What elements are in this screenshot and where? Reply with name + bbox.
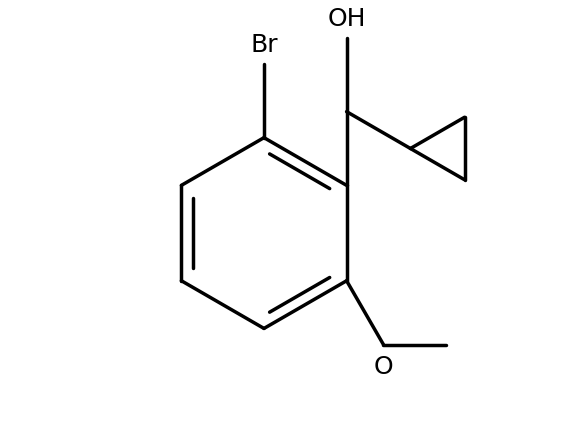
Text: OH: OH bbox=[327, 7, 366, 31]
Text: Br: Br bbox=[250, 33, 278, 57]
Text: O: O bbox=[374, 355, 393, 379]
